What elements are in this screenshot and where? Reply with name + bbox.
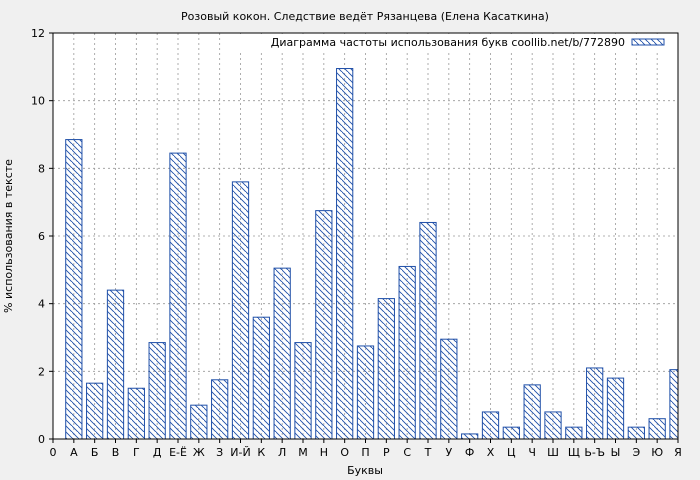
bar-Ч bbox=[523, 384, 541, 440]
bar-Н bbox=[315, 210, 333, 440]
bar-Э bbox=[627, 426, 645, 440]
bar-Р bbox=[377, 298, 395, 440]
x-tick-label: З bbox=[216, 446, 223, 459]
bar-Я bbox=[669, 369, 679, 440]
chart-title: Розовый кокон. Следствие ведёт Рязанцева… bbox=[181, 10, 549, 23]
legend: Диаграмма частоты использования букв coo… bbox=[240, 34, 676, 50]
x-tick-label: Д bbox=[153, 446, 162, 459]
bar-Ы bbox=[606, 377, 625, 440]
bar-Ю bbox=[648, 418, 666, 440]
bar-К bbox=[252, 316, 270, 440]
bar-Т bbox=[419, 221, 437, 440]
y-tick-label: 6 bbox=[38, 230, 45, 243]
bar-Ф bbox=[461, 433, 479, 440]
bar-О bbox=[336, 68, 354, 440]
x-tick-label: Ю bbox=[651, 446, 663, 459]
y-tick-label: 8 bbox=[38, 162, 45, 175]
x-tick-label: М bbox=[298, 446, 308, 459]
y-tick-label: 0 bbox=[38, 433, 45, 446]
x-tick-label: У bbox=[445, 446, 452, 459]
x-tick-label: И-Й bbox=[230, 446, 250, 459]
x-axis: 0 А Б В Г Д Е-Ё Ж З И-Й К Л М Н О П Р С Т У Ф Х Ц Ч Ш Щ Ь-Ъ Ы Э Ю Я bbox=[50, 439, 682, 459]
x-tick-label: Л bbox=[278, 446, 286, 459]
x-tick-label: А bbox=[70, 446, 78, 459]
x-tick-label: 0 bbox=[50, 446, 57, 459]
bar-Щ bbox=[565, 426, 583, 440]
x-tick-label: Ы bbox=[611, 446, 621, 459]
bar-В bbox=[106, 289, 125, 440]
legend-swatch bbox=[631, 38, 665, 46]
x-tick-label: Р bbox=[383, 446, 390, 459]
bar-М bbox=[294, 342, 312, 440]
bar-Ж bbox=[190, 404, 208, 440]
x-tick-label: П bbox=[361, 446, 369, 459]
legend-label: Диаграмма частоты использования букв coo… bbox=[271, 36, 625, 49]
x-tick-label: В bbox=[112, 446, 120, 459]
x-tick-label: К bbox=[257, 446, 265, 459]
x-tick-label: Я bbox=[674, 446, 682, 459]
x-tick-label: О bbox=[340, 446, 349, 459]
bar-И-Й bbox=[231, 181, 250, 440]
y-axis: 0 2 4 6 8 10 12 bbox=[31, 27, 53, 446]
bars bbox=[65, 68, 679, 440]
bar-Г bbox=[127, 387, 145, 440]
x-tick-label: Ш bbox=[547, 446, 559, 459]
y-tick-label: 4 bbox=[38, 298, 45, 311]
y-axis-title: % использования в тексте bbox=[2, 159, 15, 313]
bar-Д bbox=[148, 342, 166, 440]
y-tick-label: 2 bbox=[38, 365, 45, 378]
x-tick-label: Ф bbox=[465, 446, 474, 459]
bar-С bbox=[398, 265, 416, 440]
bar-П bbox=[356, 345, 375, 440]
x-tick-label: Т bbox=[424, 446, 432, 459]
bar-У bbox=[440, 338, 458, 440]
bar-Б bbox=[86, 382, 104, 440]
x-axis-title: Буквы bbox=[347, 464, 383, 477]
legend-background bbox=[240, 34, 676, 50]
y-tick-label: 12 bbox=[31, 27, 45, 40]
bar-Х bbox=[481, 411, 500, 440]
bar-А bbox=[65, 139, 83, 440]
bar-Ш bbox=[544, 411, 562, 440]
bar-Ь-Ъ bbox=[586, 367, 604, 440]
x-tick-label: Щ bbox=[568, 446, 580, 459]
x-tick-label: Б bbox=[91, 446, 99, 459]
x-tick-label: Ь-Ъ bbox=[584, 446, 605, 459]
x-tick-label: С bbox=[403, 446, 411, 459]
x-tick-label: Г bbox=[133, 446, 140, 459]
x-tick-label: Э bbox=[632, 446, 640, 459]
x-tick-label: Ц bbox=[507, 446, 516, 459]
bar-Ц bbox=[502, 426, 520, 440]
y-tick-label: 10 bbox=[31, 95, 45, 108]
x-tick-label: Х bbox=[487, 446, 495, 459]
x-tick-label: Е-Ё bbox=[169, 446, 187, 459]
bar-Е-Ё bbox=[169, 152, 187, 440]
x-tick-label: Ж bbox=[193, 446, 205, 459]
x-tick-label: Ч bbox=[528, 446, 536, 459]
x-tick-label: Н bbox=[320, 446, 328, 459]
bar-З bbox=[211, 379, 229, 440]
bar-Л bbox=[273, 267, 291, 440]
grid bbox=[53, 33, 678, 439]
